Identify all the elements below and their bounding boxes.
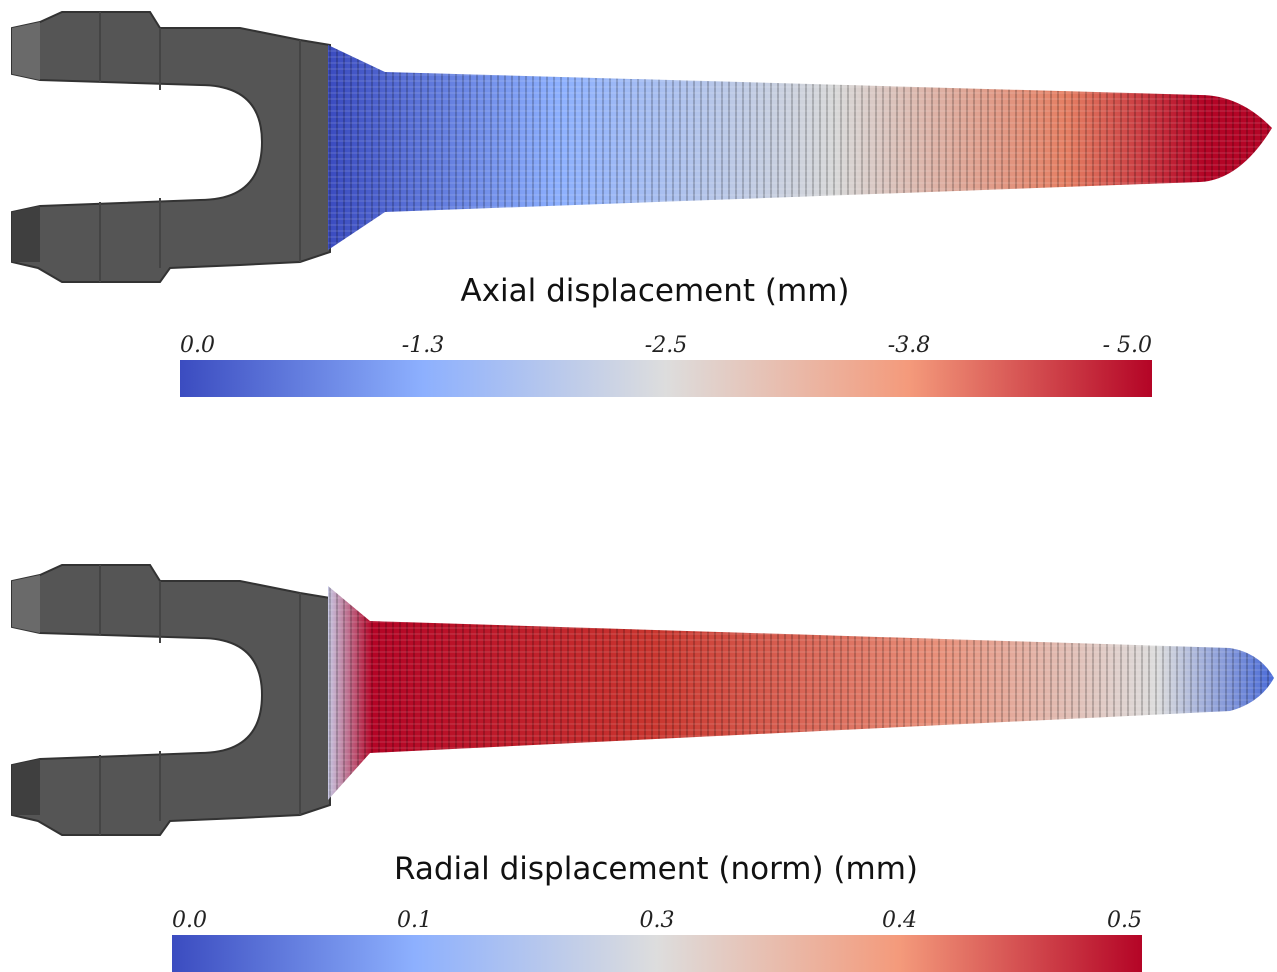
colorbar-tick-label: 0.1 [397, 908, 432, 933]
colorbar-tick-label: 0.5 [1107, 908, 1142, 933]
colorbar-tick-label: 0.3 [640, 908, 675, 933]
colorbar-tick-label: 0.0 [172, 908, 207, 933]
colorbar-tick-label: 0.0 [180, 333, 215, 358]
axial-model [12, 12, 1272, 282]
colorbar [172, 935, 1142, 972]
panel-title: Radial displacement (norm) (mm) [394, 851, 918, 887]
colorbar-tick-label: - 5.0 [1103, 333, 1152, 358]
colorbar [180, 360, 1152, 397]
colorbar-tick-label: -2.5 [645, 333, 687, 358]
colorbar-tick-label: -1.3 [402, 333, 444, 358]
panel-title: Axial displacement (mm) [461, 273, 850, 309]
figure: Axial displacement (mm) Radial displacem… [0, 0, 1277, 972]
colorbar-tick-label: -3.8 [888, 333, 930, 358]
page: {"panels": [ {"title": "Axial displaceme… [0, 0, 1277, 972]
colorbar-tick-label: 0.4 [882, 908, 917, 933]
radial-model [12, 565, 1274, 835]
